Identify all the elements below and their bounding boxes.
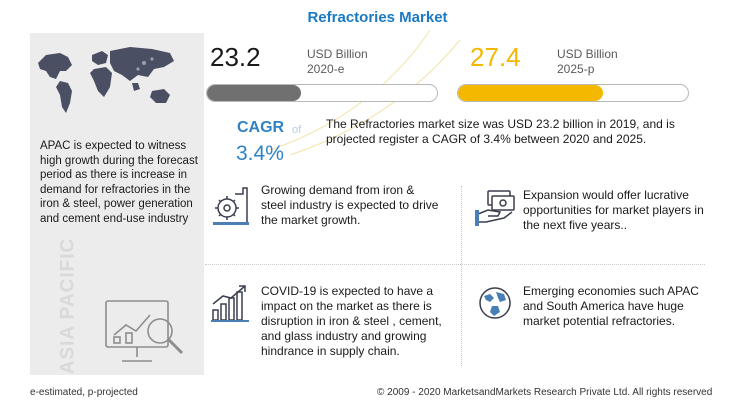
world-map-icon bbox=[38, 47, 174, 113]
money-hand-icon bbox=[475, 190, 515, 226]
insight-text: Growing demand from iron & steel industr… bbox=[261, 183, 439, 227]
unit-2020: USD Billion bbox=[307, 47, 368, 61]
divider-vertical bbox=[461, 186, 462, 366]
page-title: Refractories Market bbox=[307, 9, 448, 26]
globe-icon bbox=[479, 287, 511, 319]
insight-text: Emerging economies such APAC and South A… bbox=[523, 284, 699, 328]
market-value-2020: 23.2 bbox=[210, 42, 261, 72]
insight-text: COVID-19 is expected to have a impact on… bbox=[261, 284, 442, 358]
market-summary: The Refractories market size was USD 23.… bbox=[326, 117, 675, 146]
industry-gear-icon bbox=[213, 187, 249, 225]
progress-bar-2020 bbox=[206, 84, 438, 102]
region-description: APAC is expected to witness high growth … bbox=[40, 140, 198, 225]
footer-copyright: © 2009 - 2020 MarketsandMarkets Research… bbox=[377, 387, 713, 398]
cagr-of: of bbox=[292, 124, 302, 136]
progress-fill-2020 bbox=[207, 85, 302, 101]
footer-note: e-estimated, p-projected bbox=[30, 387, 138, 398]
progress-bar-2025 bbox=[457, 84, 689, 102]
unit-2025: USD Billion bbox=[557, 47, 618, 61]
growth-chart-icon bbox=[211, 285, 249, 322]
progress-fill-2025 bbox=[458, 85, 603, 101]
decorative-lines bbox=[270, 29, 461, 156]
insight-text: Expansion would offer lucrative opportun… bbox=[523, 188, 704, 232]
analysis-magnifier-icon bbox=[105, 300, 184, 362]
cagr-value: 3.4% bbox=[236, 142, 284, 165]
year-2025: 2025-p bbox=[557, 62, 595, 76]
year-2020: 2020-e bbox=[307, 62, 345, 76]
region-panel: APAC is expected to witness high growth … bbox=[30, 33, 204, 375]
region-label: ASIA PACIFIC bbox=[57, 237, 79, 375]
market-value-2025: 27.4 bbox=[470, 42, 521, 72]
cagr-label: CAGR bbox=[237, 119, 285, 136]
divider-horizontal bbox=[205, 264, 705, 265]
